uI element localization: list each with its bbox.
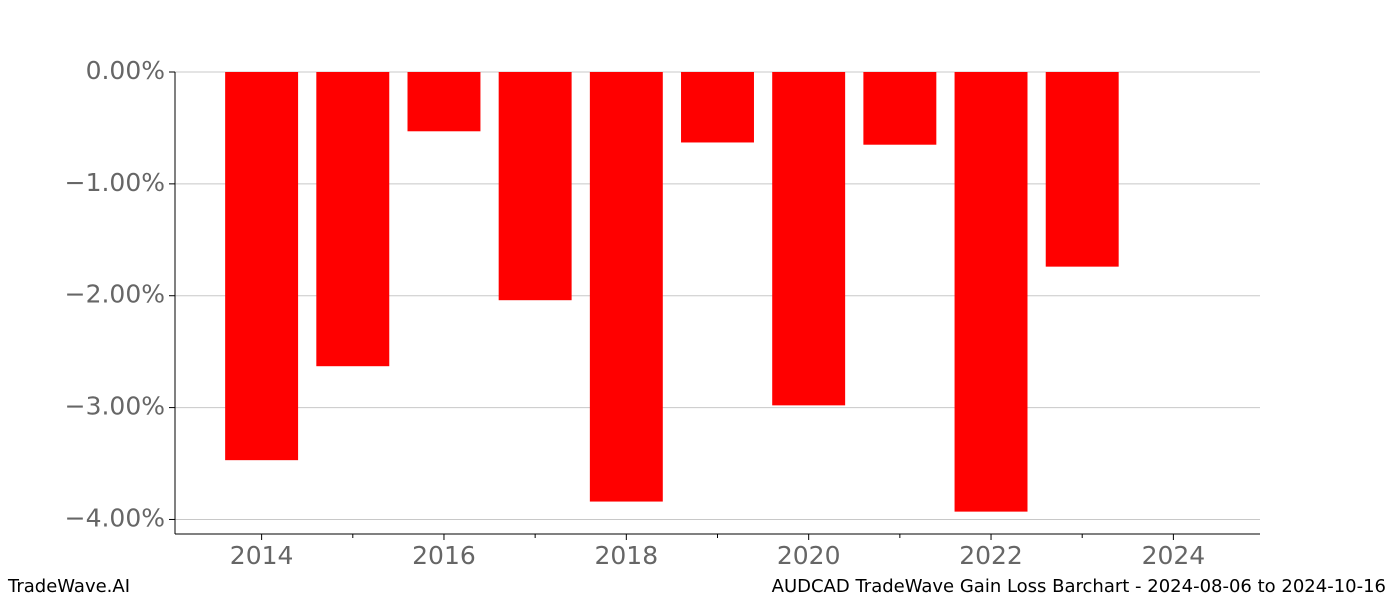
y-tick-label: −2.00%: [65, 280, 165, 309]
bar: [772, 72, 846, 406]
bar: [407, 72, 481, 132]
bar: [863, 72, 937, 145]
bar: [498, 72, 572, 301]
bar: [316, 72, 390, 367]
y-tick-label: −1.00%: [65, 168, 165, 197]
x-tick-label: 2024: [1142, 541, 1206, 570]
bar: [681, 72, 754, 143]
y-tick-label: −3.00%: [65, 392, 165, 421]
bar: [1045, 72, 1119, 267]
bar: [589, 72, 663, 502]
x-tick-label: 2016: [412, 541, 476, 570]
x-tick-label: 2020: [777, 541, 841, 570]
x-tick-label: 2022: [959, 541, 1023, 570]
x-tick-label: 2014: [230, 541, 294, 570]
bar: [225, 72, 299, 461]
y-tick-label: −4.00%: [65, 503, 165, 532]
y-tick-label: 0.00%: [86, 56, 165, 85]
brand: TradeWave.AI: [7, 576, 130, 597]
bar: [954, 72, 1028, 512]
x-tick-label: 2018: [595, 541, 659, 570]
chart-title: AUDCAD TradeWave Gain Loss Barchart - 20…: [772, 576, 1386, 597]
